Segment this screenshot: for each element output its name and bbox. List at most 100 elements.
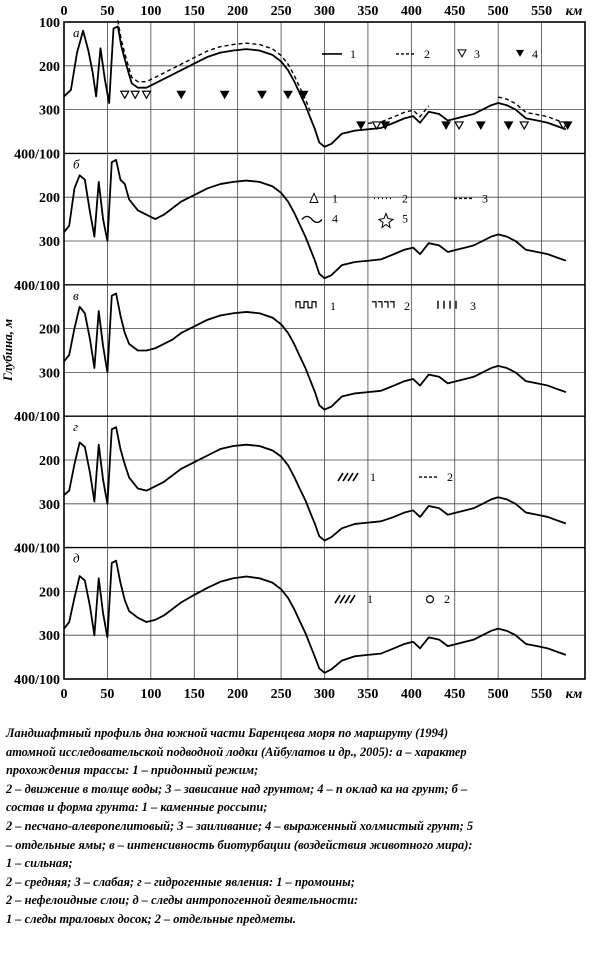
marker-filled-triangle (380, 121, 391, 130)
panel-1: а 1 2 3 4 (63, 20, 573, 148)
caption-line: Ландшафтный профиль дна южной части Баре… (6, 726, 449, 740)
legend-entry: 3 (457, 47, 480, 61)
legend-entry: 4 (516, 47, 538, 61)
marker-open-triangle (519, 121, 530, 131)
legend-label: 4 (332, 211, 338, 225)
panel-letter: б (73, 156, 80, 171)
marker-filled-triangle (176, 90, 187, 100)
legend-label: 2 (404, 299, 410, 313)
legend-label: 1 (367, 592, 373, 606)
caption-line: – отдельные ямы; в – интенсивность биоту… (6, 837, 473, 852)
x-tick-label-bottom: 100 (140, 687, 161, 702)
marker-filled-triangle (283, 90, 293, 100)
caption-line: 1 – следы траловых досок; 2 – отдельные … (6, 911, 296, 926)
x-tick-label-top: 350 (357, 4, 378, 19)
caption-line: 2 – песчано-алевропелитовый; 3 – заилива… (6, 818, 474, 833)
x-tick-label-bottom: 150 (184, 687, 205, 702)
legend-label: 4 (532, 47, 538, 61)
panel-2: б 1 2 3 4 5 (63, 156, 567, 280)
x-tick-label-top: 500 (488, 4, 509, 19)
legend-entry: 1 (322, 47, 356, 61)
legend-swatch (295, 301, 317, 309)
legend-entry: 1 (295, 299, 336, 313)
caption-line: 2 – средняя; 3 – слабая; г – гидрогенные… (6, 874, 355, 889)
legend-label: 3 (470, 299, 476, 313)
legend-entry: 3 (437, 299, 476, 313)
legend-entry: 4 (301, 211, 338, 225)
x-tick-label-bottom: 50 (100, 687, 114, 702)
legend-swatch (457, 49, 467, 58)
dashed-overlay (367, 105, 430, 125)
x-tick-label-top: 100 (140, 4, 161, 19)
figure-caption: Ландшафтный профиль дна южной части Баре… (6, 724, 590, 929)
profile-line (63, 426, 567, 542)
legend-swatch (334, 594, 356, 604)
profile-line (63, 25, 567, 148)
legend-label: 2 (402, 191, 408, 205)
x-tick-label-bottom: 350 (357, 687, 378, 702)
profile-line (63, 159, 567, 280)
caption-line: 2 – нефелоидные слои; д – следы антропог… (6, 893, 359, 908)
panel-3: в 1 2 3 (63, 288, 567, 411)
y-tick-label: 300 (39, 366, 60, 381)
y-tick-label: 300 (39, 629, 60, 644)
legend-label: 3 (482, 191, 488, 205)
legend-swatch (425, 595, 435, 604)
x-tick-label-top: 150 (184, 4, 205, 19)
marker-open-triangle (130, 90, 141, 100)
legend-entry: 1 (337, 470, 376, 484)
legend-swatch (301, 215, 323, 224)
y-tick-label: 100 (39, 16, 60, 31)
marker-filled-triangle (475, 121, 486, 130)
caption-line: 1 – сильная; (6, 856, 73, 871)
panel-letter: а (73, 25, 80, 40)
dashed-overlay (117, 20, 312, 113)
x-unit-label-top: км (566, 4, 583, 19)
y-tick-label: 400/100 (14, 410, 60, 425)
x-tick-label-top: 250 (271, 4, 292, 19)
y-tick-label: 200 (39, 585, 60, 600)
legend-label: 1 (330, 299, 336, 313)
legend-label: 1 (332, 191, 338, 205)
x-tick-label-top: 550 (531, 4, 552, 19)
y-tick-label: 300 (39, 104, 60, 119)
marker-filled-triangle (441, 121, 451, 130)
panel-letter: д (73, 551, 80, 566)
legend-entry: 5 (377, 211, 408, 229)
y-tick-label: 400/100 (14, 147, 60, 162)
x-tick-label-top: 450 (444, 4, 465, 19)
y-tick-label: 400/100 (14, 279, 60, 294)
y-tick-label: 200 (39, 60, 60, 75)
legend-swatch (309, 192, 319, 203)
legend-swatch (372, 301, 395, 308)
panel-letter: в (73, 288, 79, 303)
legend-entry: 2 (374, 191, 408, 205)
legend-swatch (377, 212, 395, 229)
marker-filled-triangle (562, 121, 573, 130)
y-tick-label: 400/100 (14, 542, 60, 557)
panel-5: д 1 2 (63, 551, 567, 674)
legend-entry: 2 (396, 47, 430, 61)
x-unit-label-bottom: км (566, 687, 583, 702)
caption-line: атомной исследовательской подводной лодк… (6, 744, 467, 759)
marker-filled-triangle (356, 121, 366, 130)
caption-line: прохождения трассы: 1 – придонный режим; (6, 763, 259, 778)
legend-label: 5 (402, 211, 408, 225)
legend-swatch (337, 472, 359, 482)
y-axis-title: Глубина, м (0, 319, 15, 382)
legend-entry: 2 (425, 592, 450, 606)
legend-label: 1 (350, 47, 356, 61)
x-tick-label-bottom: 400 (401, 687, 422, 702)
x-tick-label-top: 200 (227, 4, 248, 19)
marker-filled-triangle (298, 90, 309, 100)
legend-label: 1 (370, 470, 376, 484)
x-tick-label-bottom: 300 (314, 687, 335, 702)
marker-open-triangle (454, 121, 465, 131)
marker-filled-triangle (503, 121, 514, 130)
legend-entry: 2 (372, 299, 410, 313)
marker-filled-triangle (219, 90, 230, 100)
legend-entry: 3 (454, 191, 488, 205)
marker-open-triangle (371, 121, 382, 131)
y-tick-label: 300 (39, 498, 60, 513)
x-tick-label-top: 0 (61, 4, 68, 19)
